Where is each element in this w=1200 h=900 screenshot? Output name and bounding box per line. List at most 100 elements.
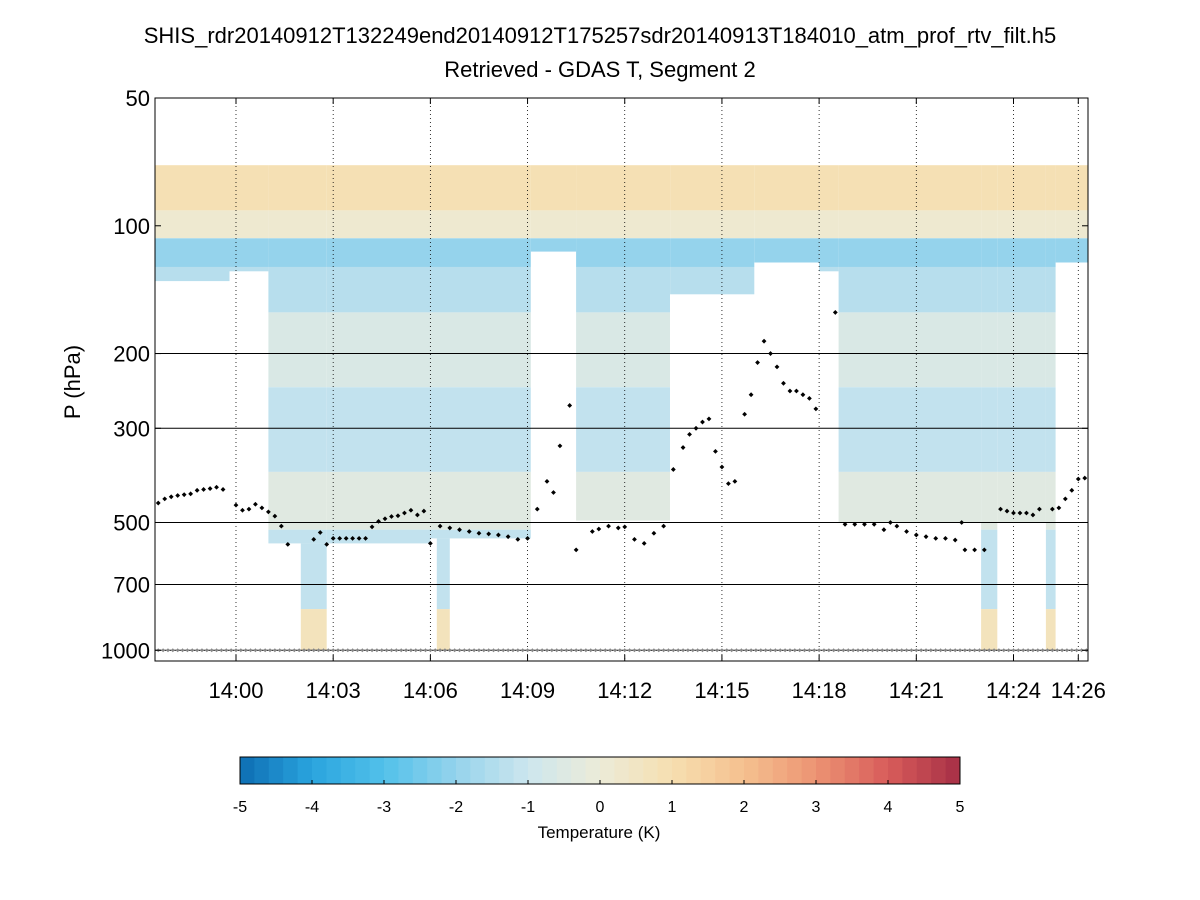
surface-point [263, 648, 268, 653]
surface-point [442, 648, 447, 653]
cloud-top-point [615, 525, 621, 531]
colorbar-swatch [916, 757, 932, 784]
colorbar-swatch [902, 757, 918, 784]
cloud-top-point [651, 530, 657, 536]
cloud-top-point [233, 502, 239, 508]
cloud-top-point [1082, 475, 1088, 481]
surface-point [753, 648, 758, 653]
colorbar-swatch [945, 757, 961, 784]
cloud-top-point [369, 524, 375, 530]
surface-point [190, 648, 195, 653]
surface-point [209, 648, 214, 653]
surface-point [219, 648, 224, 653]
surface-point [987, 648, 992, 653]
surface-point [938, 648, 943, 653]
heatmap-cell [268, 165, 327, 211]
surface-point [316, 648, 321, 653]
heatmap-cell [1045, 471, 1056, 530]
cloud-top-point [1069, 487, 1075, 493]
surface-point [661, 648, 666, 653]
x-tick-label: 14:18 [792, 678, 847, 703]
surface-point [476, 648, 481, 653]
colorbar-swatch [268, 757, 284, 784]
x-tick-label: 14:06 [403, 678, 458, 703]
colorbar-swatch [700, 757, 716, 784]
x-tick-label: 14:24 [986, 678, 1041, 703]
heatmap-cell [268, 387, 327, 472]
heatmap-cell [326, 238, 431, 267]
heatmap-cell [981, 266, 998, 313]
surface-point [579, 648, 584, 653]
cloud-top-point [832, 310, 838, 315]
cloud-top-point [486, 531, 492, 537]
chart-subtitle: Retrieved - GDAS T, Segment 2 [444, 57, 755, 82]
heatmap-cell [326, 266, 431, 313]
surface-point [379, 648, 384, 653]
surface-point [783, 648, 788, 653]
surface-point [924, 648, 929, 653]
cloud-top-point [972, 547, 978, 553]
heatmap-cell [819, 165, 839, 211]
surface-point [593, 648, 598, 653]
colorbar-swatch [484, 757, 500, 784]
surface-point [438, 648, 443, 653]
cloud-top-point [201, 487, 206, 492]
x-tick-label: 14:00 [208, 678, 263, 703]
colorbar-swatch [254, 757, 270, 784]
x-tick-label: 14:03 [306, 678, 361, 703]
cloud-top-point [894, 523, 900, 529]
colorbar-swatch [441, 757, 457, 784]
surface-point [306, 648, 311, 653]
heatmap-cell [326, 387, 431, 472]
surface-point [374, 648, 379, 653]
cloud-top-point [363, 535, 368, 541]
cloud-top-point [713, 448, 718, 454]
cloud-top-point [913, 532, 919, 538]
cloud-top-point [852, 521, 858, 527]
surface-point [933, 648, 938, 653]
y-tick-label: 200 [113, 342, 150, 367]
colorbar-swatch [614, 757, 630, 784]
surface-point [486, 648, 491, 653]
y-tick-label: 500 [113, 510, 150, 535]
heatmap-cell [326, 210, 431, 239]
surface-point [233, 648, 238, 653]
surface-point [1026, 648, 1031, 653]
cloud-top-point [962, 547, 968, 553]
cloud-top-point [330, 535, 336, 541]
surface-point [739, 648, 744, 653]
heatmap-cell [576, 210, 670, 239]
cloud-top-point [285, 541, 291, 547]
colorbar-swatch [326, 757, 342, 784]
cloud-top-point [343, 535, 349, 541]
cloud-top-point [726, 481, 731, 487]
colorbar-swatch [398, 757, 414, 784]
surface-point [418, 648, 423, 653]
surface-point [729, 648, 734, 653]
colorbar-swatch [542, 757, 558, 784]
colorbar-tick-label: -4 [305, 799, 319, 816]
cloud-top-point [1024, 510, 1029, 516]
surface-point [1030, 648, 1035, 653]
surface-point [724, 648, 729, 653]
surface-point [467, 648, 472, 653]
surface-point [326, 648, 331, 653]
heatmap-cell [155, 210, 230, 239]
surface-point [758, 648, 763, 653]
heatmap-cell [1045, 165, 1056, 211]
surface-point [170, 648, 175, 653]
cloud-top-point [175, 493, 181, 498]
cloud-top-point [415, 512, 420, 518]
y-tick-label: 100 [113, 214, 150, 239]
cloud-top-points-layer [155, 310, 1088, 553]
cloud-top-point [787, 388, 793, 394]
colorbar-swatch [528, 757, 543, 784]
colorbar-swatch [888, 757, 903, 784]
cloud-top-point [246, 506, 252, 512]
surface-point [1064, 648, 1069, 653]
colorbar-swatch [297, 757, 313, 784]
heatmap-cell [981, 387, 998, 472]
heatmap-cell [268, 471, 327, 530]
surface-points-layer [156, 648, 1088, 653]
x-tick-label: 14:15 [694, 678, 749, 703]
